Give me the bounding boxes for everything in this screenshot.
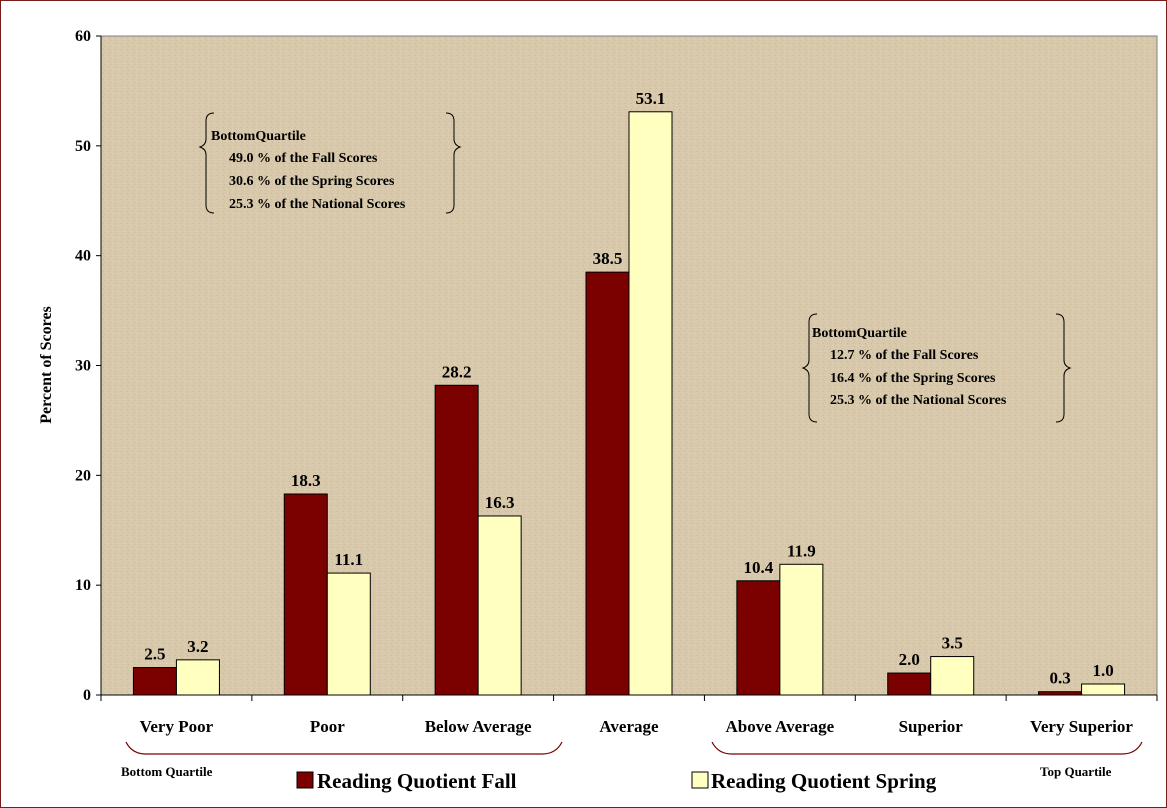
annotation-left: BottomQuartile 49.0 % of the Fall Scores…: [198, 112, 462, 214]
data-label-spring-1: 11.1: [334, 550, 363, 569]
right-brace-open: [801, 313, 818, 423]
y-tick-label: 60: [75, 28, 91, 45]
y-tick-label: 50: [75, 138, 91, 155]
data-label-fall-3: 38.5: [593, 249, 623, 268]
legend: Reading Quotient Fall Reading Quotient S…: [296, 769, 937, 793]
annotation-right: BottomQuartile 12.7 % of the Fall Scores…: [801, 313, 1072, 423]
legend-swatch-spring: [691, 771, 709, 789]
left-brace-close: [445, 112, 462, 214]
bottom-quartile-bracket: [125, 741, 563, 755]
bar-spring-3: [628, 111, 673, 696]
x-tick-label: Superior: [899, 717, 964, 736]
annotation-right-line1: 12.7 % of the Fall Scores: [830, 348, 979, 363]
y-tick-label: 0: [83, 687, 91, 704]
bottom-quartile-label: Bottom Quartile: [121, 764, 213, 779]
x-tick-label: Above Average: [725, 717, 834, 736]
x-tick-label: Very Superior: [1030, 717, 1133, 736]
bar-spring-4: [779, 563, 824, 696]
annotation-right-line2: 16.4 % of the Spring Scores: [830, 371, 996, 386]
annotation-left-line2: 30.6 % of the Spring Scores: [229, 174, 395, 189]
x-tick-label: Average: [599, 717, 659, 736]
bar-fall-6: [1038, 691, 1083, 696]
data-label-spring-5: 3.5: [942, 634, 963, 653]
y-tick-label: 10: [75, 577, 91, 594]
bars: [132, 111, 1126, 696]
bar-fall-3: [585, 271, 630, 696]
top-quartile-label: Top Quartile: [1040, 764, 1112, 779]
data-label-spring-4: 11.9: [787, 541, 816, 560]
data-label-spring-3: 53.1: [636, 89, 666, 108]
bar-fall-2: [434, 384, 479, 696]
bar-fall-1: [283, 493, 328, 696]
bar-spring-2: [477, 515, 522, 696]
annotation-left-line1: 49.0 % of the Fall Scores: [229, 151, 378, 166]
y-tick-label: 40: [75, 248, 91, 265]
legend-label-fall: Reading Quotient Fall: [317, 769, 517, 793]
annotation-left-title: BottomQuartile: [211, 129, 306, 144]
data-label-spring-0: 3.2: [187, 637, 208, 656]
bar-fall-0: [132, 667, 177, 696]
data-label-fall-1: 18.3: [291, 471, 321, 490]
data-label-fall-6: 0.3: [1049, 669, 1070, 688]
data-labels: 2.5 3.2 18.3 11.1 28.2 16.3 38.5 53.1 10.4 11.9 2.…: [144, 89, 1113, 688]
data-label-fall-5: 2.0: [899, 650, 920, 669]
legend-label-spring: Reading Quotient Spring: [711, 769, 937, 793]
bar-fall-4: [736, 580, 781, 696]
data-label-spring-6: 1.0: [1092, 661, 1113, 680]
x-tick-label: Very Poor: [140, 717, 214, 736]
annotation-right-title: BottomQuartile: [812, 326, 907, 341]
data-label-spring-2: 16.3: [485, 493, 515, 512]
annotation-left-line3: 25.3 % of the National Scores: [229, 197, 406, 212]
top-quartile-bracket: [711, 741, 1143, 755]
annotation-right-line3: 25.3 % of the National Scores: [830, 393, 1007, 408]
data-label-fall-2: 28.2: [442, 362, 472, 381]
y-axis-label: Percent of Scores: [38, 306, 55, 424]
bar-spring-0: [175, 659, 220, 696]
bar-spring-1: [326, 572, 371, 696]
left-brace-open: [198, 112, 215, 214]
x-tick-label: Poor: [310, 717, 345, 736]
bar-fall-5: [887, 672, 932, 696]
axes: 0 10 20 30 40 50 60 Very Poor Poor Below Average A…: [75, 28, 1158, 736]
bar-spring-6: [1081, 683, 1126, 696]
right-brace-close: [1055, 313, 1072, 423]
data-label-fall-0: 2.5: [144, 645, 165, 664]
x-tick-label: Below Average: [425, 717, 532, 736]
data-label-fall-4: 10.4: [743, 558, 773, 577]
bar-spring-5: [930, 656, 975, 696]
legend-swatch-fall: [296, 771, 314, 789]
y-tick-label: 20: [75, 467, 91, 484]
y-tick-label: 30: [75, 358, 91, 375]
